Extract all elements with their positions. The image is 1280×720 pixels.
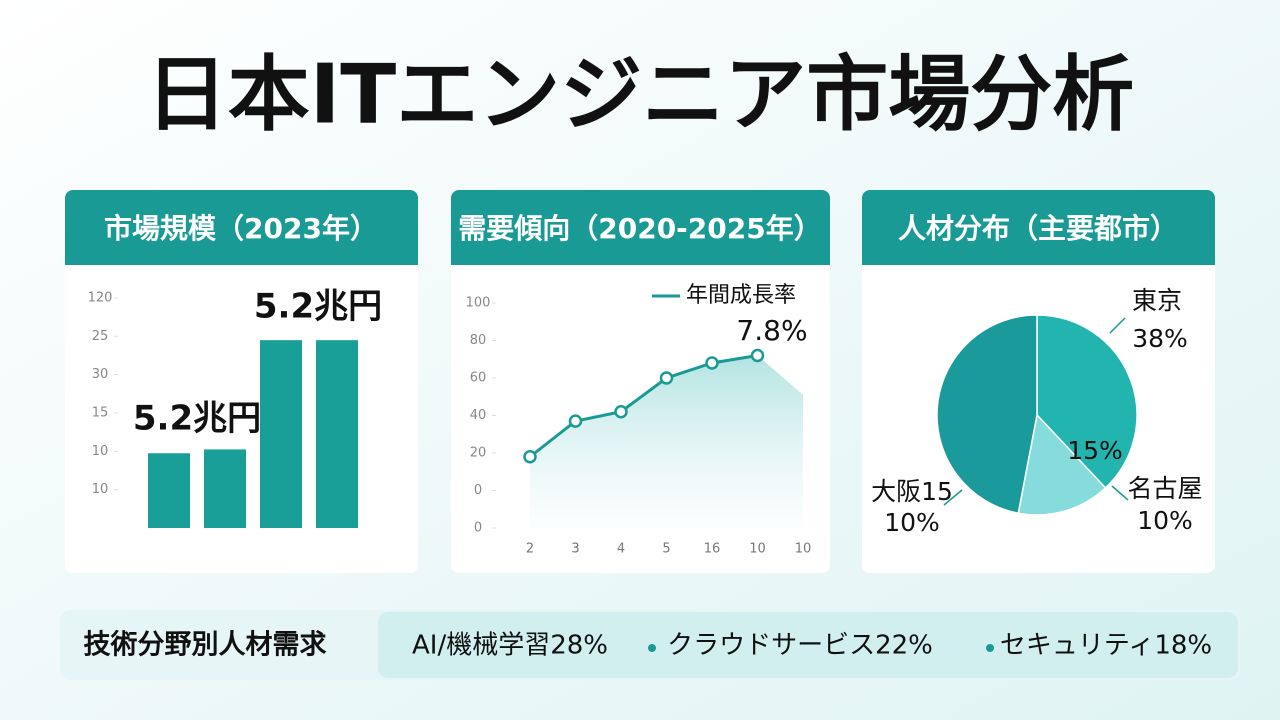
card-title: 市場規模（2023年） bbox=[104, 212, 378, 245]
pie-slice bbox=[1036, 314, 1138, 489]
marker bbox=[750, 348, 765, 363]
annotation: 7.8% bbox=[736, 314, 807, 347]
footer-item: AI/機械学習28% bbox=[412, 631, 608, 661]
bullet bbox=[986, 644, 994, 652]
x-tick-label: 16 bbox=[704, 542, 721, 557]
x-tick-label: 3 bbox=[571, 542, 579, 557]
marker bbox=[659, 371, 674, 385]
y-tick-label: 120 bbox=[88, 291, 113, 306]
card-title: 人材分布（主要都市） bbox=[898, 212, 1178, 245]
slice-label: 東京 bbox=[1132, 286, 1182, 315]
card-header bbox=[451, 190, 830, 265]
bullet bbox=[648, 644, 656, 652]
y-tick-label: 30 bbox=[92, 367, 109, 382]
line bbox=[529, 354, 758, 458]
y-tick-label: 10 bbox=[92, 482, 109, 497]
y-tick-label: 0 bbox=[474, 483, 482, 498]
leader-line bbox=[1109, 317, 1126, 334]
x-tick-label: 5 bbox=[662, 542, 670, 557]
y-tick-label: 0 bbox=[474, 521, 482, 536]
y-tick-label: 25 bbox=[92, 329, 109, 344]
leader-line bbox=[943, 489, 963, 506]
card-header bbox=[65, 190, 418, 265]
area bbox=[530, 355, 803, 528]
legend-label: 年間成長率 bbox=[686, 283, 796, 308]
card-header bbox=[862, 190, 1215, 265]
x-tick-label: 10 bbox=[795, 542, 812, 557]
footer-items-bg bbox=[378, 612, 1238, 678]
y-tick-label: 10 bbox=[92, 444, 109, 459]
annotation: 10% bbox=[884, 508, 940, 537]
footer-label: 技術分野別人材需求 bbox=[84, 630, 327, 661]
marker bbox=[705, 356, 719, 370]
marker bbox=[614, 405, 628, 419]
page-title: 日本ITエンジニア市場分析 bbox=[146, 47, 1134, 142]
data-label: 5.2兆円 bbox=[254, 287, 382, 327]
bar bbox=[148, 453, 190, 528]
bar bbox=[316, 340, 358, 528]
y-tick-label: 15 bbox=[92, 406, 109, 421]
y-tick-label: 60 bbox=[470, 371, 487, 386]
y-tick-label: 100 bbox=[466, 296, 491, 311]
footer-item: セキュリティ18% bbox=[1000, 631, 1212, 661]
bar bbox=[260, 340, 302, 528]
pie-slice bbox=[936, 314, 1038, 515]
pie-slice bbox=[1017, 413, 1107, 516]
x-tick-label: 10 bbox=[749, 542, 766, 557]
leader-line bbox=[1111, 485, 1129, 501]
card-title: 需要傾向（2020-2025年） bbox=[458, 212, 821, 245]
y-tick-label: 40 bbox=[470, 408, 487, 423]
annotation: 10% bbox=[1137, 506, 1193, 535]
x-tick-label: 4 bbox=[617, 542, 625, 557]
slice-label: 名古屋 bbox=[1127, 474, 1202, 503]
data-label: 5.2兆円 bbox=[133, 399, 261, 439]
bar bbox=[204, 449, 246, 528]
y-tick-label: 80 bbox=[470, 333, 487, 348]
marker bbox=[523, 450, 537, 464]
marker bbox=[568, 414, 583, 428]
y-tick-label: 20 bbox=[470, 446, 487, 461]
x-tick-label: 2 bbox=[526, 542, 534, 557]
footer-item: クラウドサービス22% bbox=[667, 631, 933, 661]
value-label: 38% bbox=[1132, 324, 1188, 353]
slice-label: 大阪15 bbox=[871, 477, 953, 506]
value-label: 15% bbox=[1067, 436, 1123, 465]
